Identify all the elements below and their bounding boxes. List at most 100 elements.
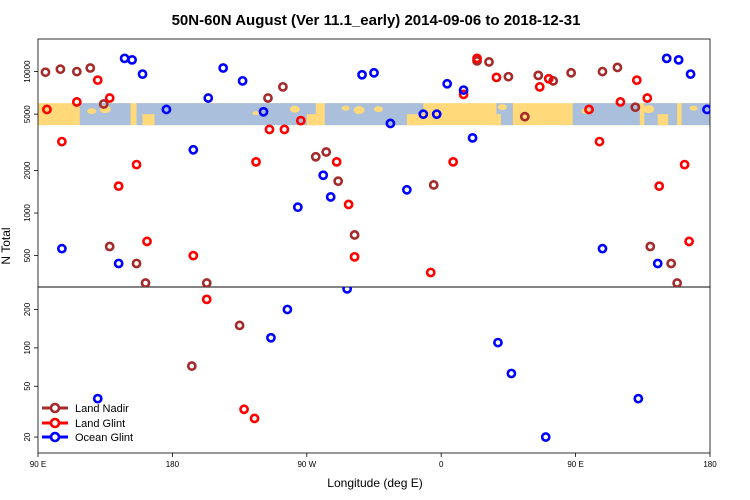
ocean-glint-point (282, 304, 293, 315)
land-glint-point (684, 236, 694, 247)
ocean-glint-point (203, 93, 214, 103)
land-glint-point (654, 181, 665, 192)
ocean-glint-point (92, 393, 103, 404)
land-glint-point (131, 159, 142, 170)
map-band-ocean (136, 103, 316, 126)
x-axis-label: Longitude (deg E) (327, 476, 422, 490)
ocean-glint-point (369, 67, 379, 78)
land-nadir-point (333, 176, 344, 187)
ocean-glint-point (597, 243, 608, 254)
ocean-glint-point (661, 53, 672, 64)
land-nadir-point (186, 361, 197, 371)
land-glint-point (448, 156, 459, 167)
land-nadir-point (131, 258, 142, 269)
land-nadir-point (278, 81, 288, 92)
ocean-glint-point (342, 287, 353, 294)
map-band-island (87, 108, 97, 115)
land-glint-point (343, 199, 354, 210)
land-glint-point (104, 93, 115, 103)
ocean-glint-point (113, 258, 124, 269)
land-nadir-point (104, 241, 115, 252)
land-nadir-point (263, 93, 273, 103)
y-tick-label: 2000 (23, 161, 32, 179)
land-nadir-point (597, 66, 608, 77)
land-glint-point (264, 124, 275, 135)
y-tick-label: 1000 (23, 204, 32, 222)
map-band-coast (657, 114, 669, 126)
land-glint-point (201, 294, 212, 305)
legend-label-ocean-glint: Ocean Glint (75, 432, 133, 444)
ocean-glint-point (161, 104, 172, 115)
land-nadir-point (71, 66, 82, 77)
legend-label-land-glint: Land Glint (75, 418, 125, 430)
land-glint-point (642, 93, 653, 103)
land-glint-point (491, 72, 502, 83)
land-glint-point (458, 89, 469, 100)
land-glint-point (331, 156, 342, 167)
x-tick-label: 90 E (30, 460, 46, 469)
ocean-glint-point (56, 243, 67, 254)
land-glint-point (188, 250, 199, 261)
land-nadir-point (428, 180, 439, 190)
ocean-glint-point (652, 258, 663, 269)
y-tick-label: 5000 (23, 105, 32, 123)
land-glint-point (631, 75, 642, 86)
land-glint-point (615, 97, 626, 107)
map-band-island (252, 111, 260, 116)
world-map-strip (38, 103, 710, 126)
y-tick-label: 50 (23, 381, 32, 390)
ocean-glint-point (137, 69, 148, 80)
upper-panel-points (40, 53, 710, 287)
x-tick-label: 0 (439, 460, 444, 469)
legend: Land Nadir Land Glint Ocean Glint (42, 402, 133, 444)
lower-panel-points (92, 287, 644, 442)
y-tick-label: 100 (23, 341, 32, 355)
land-glint-point (113, 181, 124, 192)
map-band-island (289, 105, 300, 113)
legend-marker-land-glint (49, 417, 61, 429)
chart-title: 50N-60N August (Ver 11.1_early) 2014-09-… (172, 12, 581, 29)
ocean-glint-point (188, 144, 199, 155)
land-nadir-point (349, 230, 360, 240)
ocean-glint-point (385, 118, 396, 129)
land-glint-point (543, 73, 554, 84)
map-band-island (497, 104, 507, 111)
ocean-glint-point (506, 368, 517, 379)
x-tick-label: 180 (703, 460, 717, 469)
ocean-glint-point (119, 53, 130, 64)
map-band-island (353, 106, 365, 115)
land-glint-point (594, 136, 605, 147)
land-glint-point (425, 267, 436, 278)
ocean-glint-point (685, 69, 696, 80)
x-tick-label: 90 E (567, 460, 583, 469)
land-glint-point (279, 124, 290, 135)
land-nadir-point (321, 147, 332, 157)
land-nadir-point (484, 57, 494, 67)
ocean-glint-point (325, 192, 336, 202)
land-glint-point (679, 159, 690, 170)
land-nadir-point (645, 241, 656, 252)
land-glint-point (142, 236, 152, 247)
ocean-glint-point (127, 54, 137, 65)
legend-marker-land-nadir (49, 402, 61, 414)
map-band-ocean (572, 103, 640, 126)
ocean-glint-point (318, 170, 329, 181)
map-band-island (341, 105, 350, 111)
x-tick-label: 90 W (297, 460, 316, 469)
land-nadir-point (85, 63, 96, 73)
land-nadir-point (40, 67, 51, 78)
map-band-coast (142, 114, 155, 126)
land-nadir-point (98, 99, 109, 109)
land-glint-point (56, 136, 67, 147)
land-nadir-point (234, 320, 245, 331)
land-nadir-point (566, 67, 577, 78)
land-glint-point (249, 413, 260, 424)
land-nadir-point (140, 278, 151, 287)
ocean-glint-point (467, 132, 478, 143)
land-nadir-point (55, 64, 66, 75)
ocean-glint-point (493, 337, 503, 348)
y-tick-label: 20 (23, 432, 32, 441)
map-band-island (373, 106, 383, 113)
legend-entry-land-nadir: Land Nadir (42, 402, 129, 415)
land-nadir-point (503, 71, 514, 82)
